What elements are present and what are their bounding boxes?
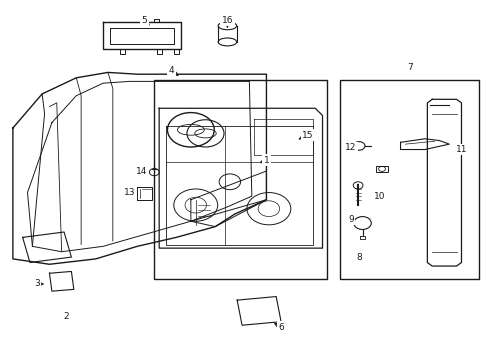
Text: 6: 6 — [278, 323, 284, 332]
Text: 1: 1 — [263, 156, 269, 165]
Text: 15: 15 — [302, 131, 313, 140]
Bar — [339, 80, 478, 279]
Text: 4: 4 — [168, 66, 174, 75]
Text: 12: 12 — [345, 143, 356, 152]
Text: 13: 13 — [124, 188, 135, 197]
Text: 2: 2 — [63, 312, 69, 321]
Text: 14: 14 — [136, 167, 147, 176]
Text: 8: 8 — [355, 253, 361, 262]
Text: 10: 10 — [373, 192, 385, 201]
Text: 11: 11 — [455, 145, 466, 154]
Text: 9: 9 — [347, 215, 353, 224]
Text: 16: 16 — [221, 16, 233, 25]
Text: 7: 7 — [407, 63, 412, 72]
Text: 3: 3 — [34, 279, 40, 288]
Bar — [154, 80, 327, 279]
Bar — [375, 166, 387, 172]
Text: 5: 5 — [142, 16, 147, 25]
